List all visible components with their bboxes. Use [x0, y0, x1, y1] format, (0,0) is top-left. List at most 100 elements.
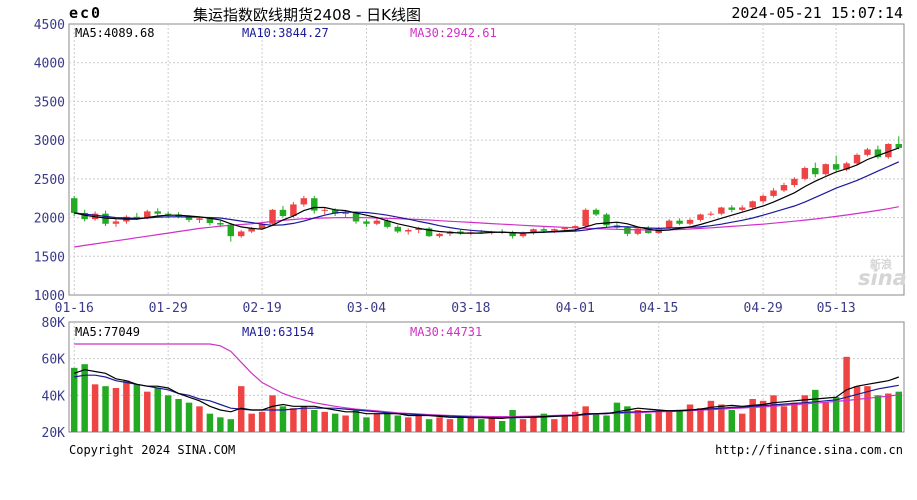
volume-bar [874, 395, 882, 432]
volume-bar [154, 388, 161, 432]
candle-body [603, 214, 610, 226]
price-y-tick-label: 1500 [34, 250, 65, 265]
volume-ma5-label: MA5:77049 [75, 325, 141, 339]
candle-body [217, 222, 224, 225]
volume-bar [70, 367, 78, 432]
x-tick-label: 04-29 [744, 301, 783, 316]
candle-body [164, 213, 172, 215]
volume-bar [81, 364, 88, 432]
volume-bar [269, 395, 276, 432]
volume-bar [530, 417, 537, 432]
volume-bar [91, 384, 99, 432]
candle-body [196, 218, 203, 220]
volume-bar [551, 419, 558, 432]
volume-bar [540, 413, 548, 432]
candle-body [822, 164, 829, 175]
candle-body [133, 216, 141, 218]
candle-body [425, 228, 433, 237]
x-tick-label: 01-16 [55, 301, 94, 316]
price-y-tick-label: 2000 [34, 212, 65, 227]
volume-bar [759, 400, 767, 432]
price-ma5-label: MA5:4089.68 [75, 26, 155, 40]
volume-bar [561, 415, 569, 432]
candle-body [718, 207, 725, 214]
volume-bar [175, 399, 182, 432]
volume-bar [446, 419, 454, 432]
candle-body [206, 218, 214, 223]
candle-body [436, 233, 443, 237]
volume-bar [686, 404, 694, 432]
volume-bar [519, 419, 527, 432]
candle-body [885, 144, 892, 158]
price-ma10-label: MA10:3844.27 [242, 26, 329, 40]
volume-bar [509, 410, 516, 432]
x-tick-label: 03-04 [347, 301, 386, 316]
volume-bar [864, 386, 871, 432]
volume-bar [415, 413, 422, 432]
volume-bar [258, 411, 266, 432]
source-url: http://finance.sina.com.cn [715, 443, 903, 457]
volume-bar [112, 388, 120, 432]
datetime-stamp: 2024-05-21 15:07:14 [731, 4, 903, 22]
price-y-tick-label: 2500 [34, 173, 65, 188]
candle-body [770, 190, 777, 196]
volume-bar [331, 413, 339, 432]
candle-body [331, 209, 339, 214]
candle-body [81, 212, 88, 220]
volume-bar [363, 417, 370, 432]
volume-y-tick-label: 40K [42, 389, 66, 404]
candle-body [582, 209, 589, 227]
volume-bar [812, 389, 819, 432]
candle-body [363, 221, 370, 224]
volume-bar [791, 402, 798, 432]
volume-bar [300, 406, 308, 432]
candle-body [269, 209, 276, 224]
volume-bar [321, 411, 328, 432]
candle-body [258, 223, 266, 229]
volume-bar [801, 395, 809, 432]
volume-bar [603, 415, 610, 432]
volume-bar [436, 417, 443, 432]
price-y-tick-label: 1000 [34, 289, 65, 304]
volume-ma5-line [74, 369, 899, 420]
volume-bar [697, 408, 704, 432]
volume-bar [248, 413, 255, 432]
volume-bar [384, 411, 391, 432]
candle-body [645, 228, 652, 234]
chart-title: 集运指数欧线期货2408 - 日K线图 [193, 6, 421, 24]
volume-bar [655, 411, 662, 432]
volume-bar [718, 404, 725, 432]
volume-bar [394, 415, 402, 432]
candle-body [70, 198, 78, 213]
candle-body [112, 221, 120, 224]
candle-body [509, 232, 516, 237]
candle-body [686, 219, 694, 224]
volume-bar [571, 411, 579, 432]
volume-bar [279, 406, 287, 432]
candle-body [248, 228, 255, 232]
volume-bar [728, 410, 736, 432]
candle-body [561, 227, 569, 230]
x-tick-label: 04-01 [556, 301, 595, 316]
volume-bar [342, 415, 349, 432]
volume-bar [373, 413, 381, 432]
candle-body [144, 211, 151, 218]
x-tick-label: 05-13 [817, 301, 856, 316]
volume-bar [196, 406, 203, 432]
volume-ma30-line [74, 343, 899, 418]
volume-bar [624, 406, 631, 432]
candle-body [780, 185, 788, 191]
candle-body [530, 229, 537, 234]
candle-body [300, 198, 308, 205]
volume-bar [311, 410, 318, 432]
sina-watermark-sub: 新浪 [870, 258, 892, 271]
candle-body [342, 212, 349, 214]
volume-bar [885, 393, 892, 432]
candle-body [728, 207, 736, 210]
candle-body [812, 168, 819, 175]
volume-y-tick-label: 80K [42, 316, 66, 331]
volume-bar [780, 406, 788, 432]
x-tick-label: 01-29 [149, 301, 188, 316]
candle-body [154, 211, 161, 214]
candle-body [394, 226, 402, 232]
